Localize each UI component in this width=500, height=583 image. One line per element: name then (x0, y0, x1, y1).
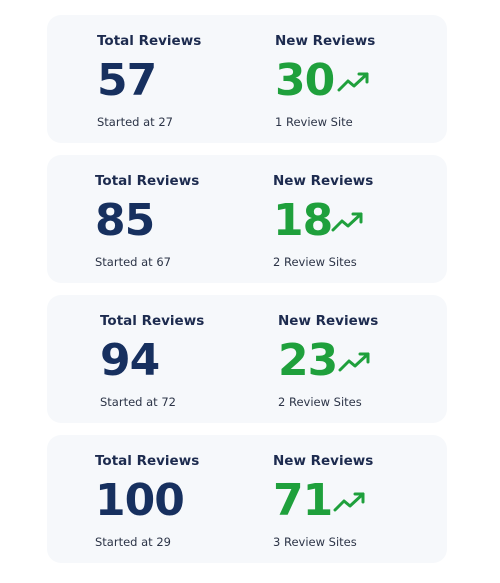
review-card: Total Reviews 57 Started at 27 New Revie… (47, 15, 447, 143)
started-at-text: Started at 67 (95, 255, 171, 269)
trending-up-icon (338, 351, 372, 373)
new-reviews-value: 30 (275, 55, 335, 106)
total-reviews-label: Total Reviews (95, 453, 200, 469)
review-card: Total Reviews 94 Started at 72 New Revie… (47, 295, 447, 423)
started-at-text: Started at 27 (97, 115, 173, 129)
total-reviews-value: 100 (95, 475, 185, 526)
total-reviews-label: Total Reviews (95, 173, 200, 189)
review-card: Total Reviews 85 Started at 67 New Revie… (47, 155, 447, 283)
new-reviews-value: 18 (273, 195, 333, 246)
review-sites-text: 1 Review Site (275, 115, 353, 129)
review-card: Total Reviews 100 Started at 29 New Revi… (47, 435, 447, 563)
new-reviews-label: New Reviews (275, 33, 376, 49)
review-sites-text: 3 Review Sites (273, 535, 357, 549)
review-sites-text: 2 Review Sites (273, 255, 357, 269)
new-reviews-value: 23 (278, 335, 338, 386)
total-reviews-label: Total Reviews (97, 33, 202, 49)
new-reviews-label: New Reviews (273, 453, 374, 469)
total-reviews-value: 57 (97, 55, 157, 106)
new-reviews-label: New Reviews (273, 173, 374, 189)
trending-up-icon (331, 211, 365, 233)
total-reviews-value: 85 (95, 195, 155, 246)
new-reviews-value: 71 (273, 475, 333, 526)
review-sites-text: 2 Review Sites (278, 395, 362, 409)
total-reviews-value: 94 (100, 335, 160, 386)
started-at-text: Started at 72 (100, 395, 176, 409)
total-reviews-label: Total Reviews (100, 313, 205, 329)
trending-up-icon (333, 491, 367, 513)
started-at-text: Started at 29 (95, 535, 171, 549)
trending-up-icon (337, 71, 371, 93)
new-reviews-label: New Reviews (278, 313, 379, 329)
